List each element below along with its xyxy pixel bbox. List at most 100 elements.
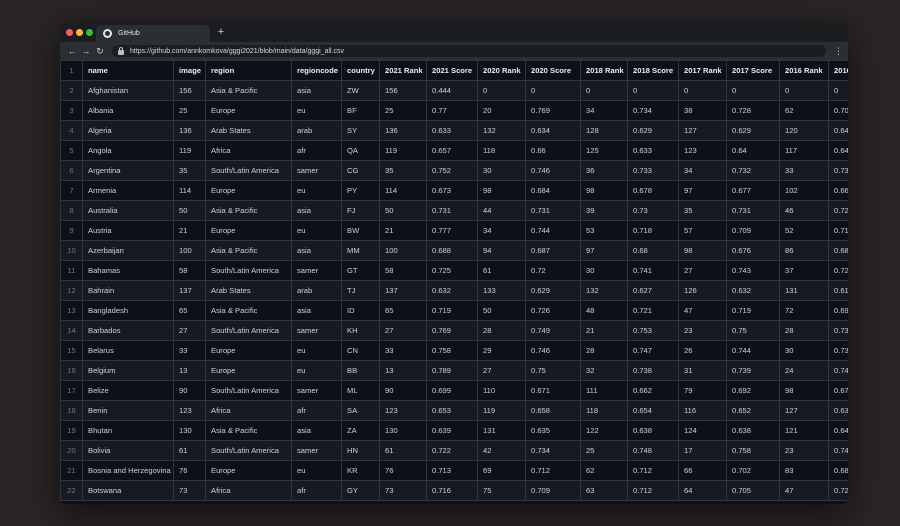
table-cell[interactable]: 25 xyxy=(379,100,427,121)
table-cell[interactable]: GT xyxy=(341,260,380,281)
column-header[interactable]: 2017 Score xyxy=(726,60,780,81)
table-cell[interactable]: 23 xyxy=(779,440,829,461)
row-number[interactable]: 2 xyxy=(60,80,83,101)
new-tab-button[interactable]: + xyxy=(217,26,225,38)
table-cell[interactable]: 123 xyxy=(678,140,727,161)
table-cell[interactable]: South/Latin America xyxy=(205,260,292,281)
table-cell[interactable]: Asia & Pacific xyxy=(205,80,292,101)
table-cell[interactable]: 0.64 xyxy=(726,140,780,161)
table-cell[interactable]: 0.734 xyxy=(525,440,581,461)
table-cell[interactable]: 118 xyxy=(580,400,628,421)
table-cell[interactable]: 83 xyxy=(779,460,829,481)
table-cell[interactable]: Bosnia and Herzegovina xyxy=(82,460,174,481)
table-cell[interactable]: 114 xyxy=(173,180,206,201)
table-cell[interactable]: 98 xyxy=(477,180,526,201)
table-cell[interactable]: 0.662 xyxy=(627,380,679,401)
table-cell[interactable]: 0.629 xyxy=(726,120,780,141)
table-cell[interactable]: Argentina xyxy=(82,160,174,181)
table-cell[interactable]: Europe xyxy=(205,360,292,381)
table-cell[interactable]: 0.685 xyxy=(828,460,848,481)
csv-table-viewer[interactable]: 1 name image region regioncode country 2… xyxy=(60,60,848,504)
table-cell[interactable]: 50 xyxy=(379,200,427,221)
table-cell[interactable]: 39 xyxy=(580,200,628,221)
table-cell[interactable]: 0.73 xyxy=(627,200,679,221)
table-cell[interactable]: 44 xyxy=(477,200,526,221)
table-cell[interactable]: 0.747 xyxy=(627,340,679,361)
table-cell[interactable]: samer xyxy=(291,440,342,461)
table-cell[interactable]: Algeria xyxy=(82,120,174,141)
table-cell[interactable]: 0.642 xyxy=(828,120,848,141)
table-cell[interactable]: eu xyxy=(291,360,342,381)
table-cell[interactable]: 116 xyxy=(678,400,727,421)
row-number[interactable]: 18 xyxy=(60,400,83,421)
row-number[interactable]: 11 xyxy=(60,260,83,281)
table-cell[interactable]: 0.702 xyxy=(726,460,780,481)
table-cell[interactable]: 0.789 xyxy=(426,360,478,381)
table-cell[interactable]: 0.712 xyxy=(525,460,581,481)
table-cell[interactable]: ID xyxy=(341,300,380,321)
column-header[interactable]: 2016 Sc xyxy=(828,60,848,81)
table-cell[interactable]: 0.716 xyxy=(828,220,848,241)
row-number[interactable]: 13 xyxy=(60,300,83,321)
table-cell[interactable]: 0.769 xyxy=(525,100,581,121)
table-cell[interactable]: 0.643 xyxy=(828,140,848,161)
table-cell[interactable]: SY xyxy=(341,120,380,141)
table-cell[interactable]: ZW xyxy=(341,80,380,101)
table-cell[interactable]: TJ xyxy=(341,280,380,301)
table-cell[interactable]: 0.744 xyxy=(525,220,581,241)
column-header[interactable]: 2020 Score xyxy=(525,60,581,81)
table-cell[interactable]: 0.721 xyxy=(828,200,848,221)
table-cell[interactable]: 136 xyxy=(173,120,206,141)
column-header[interactable]: 2017 Rank xyxy=(678,60,727,81)
table-cell[interactable]: eu xyxy=(291,220,342,241)
column-header[interactable]: image xyxy=(173,60,206,81)
table-cell[interactable]: 0.741 xyxy=(627,260,679,281)
table-cell[interactable]: 0.729 xyxy=(828,260,848,281)
table-cell[interactable]: ZA xyxy=(341,420,380,441)
table-cell[interactable]: Bangladesh xyxy=(82,300,174,321)
table-cell[interactable]: South/Latin America xyxy=(205,380,292,401)
table-cell[interactable]: BF xyxy=(341,100,380,121)
table-cell[interactable]: 0.748 xyxy=(627,440,679,461)
table-cell[interactable]: 100 xyxy=(173,240,206,261)
table-cell[interactable]: 0.444 xyxy=(426,80,478,101)
table-cell[interactable]: Belize xyxy=(82,380,174,401)
table-cell[interactable]: Europe xyxy=(205,220,292,241)
table-cell[interactable]: 35 xyxy=(379,160,427,181)
table-cell[interactable]: 61 xyxy=(173,440,206,461)
table-cell[interactable]: 0.728 xyxy=(726,100,780,121)
table-cell[interactable]: 122 xyxy=(580,420,628,441)
table-cell[interactable]: 27 xyxy=(678,260,727,281)
table-cell[interactable]: 37 xyxy=(779,260,829,281)
table-cell[interactable]: 127 xyxy=(678,120,727,141)
table-cell[interactable]: 114 xyxy=(379,180,427,201)
table-cell[interactable]: 21 xyxy=(580,320,628,341)
table-cell[interactable]: 156 xyxy=(173,80,206,101)
table-cell[interactable]: 35 xyxy=(678,200,727,221)
table-cell[interactable]: samer xyxy=(291,380,342,401)
table-cell[interactable]: 0.673 xyxy=(426,180,478,201)
table-cell[interactable]: 21 xyxy=(379,220,427,241)
table-cell[interactable]: 27 xyxy=(173,320,206,341)
table-cell[interactable]: 137 xyxy=(173,280,206,301)
table-cell[interactable]: 0.769 xyxy=(426,320,478,341)
url-text[interactable]: https://github.com/annkomkova/gggi2021/b… xyxy=(130,47,345,55)
table-cell[interactable]: 36 xyxy=(580,160,628,181)
table-cell[interactable]: 73 xyxy=(379,480,427,501)
table-cell[interactable]: 27 xyxy=(477,360,526,381)
table-cell[interactable]: 94 xyxy=(477,240,526,261)
table-cell[interactable]: 0.749 xyxy=(525,320,581,341)
table-cell[interactable]: 0.752 xyxy=(426,160,478,181)
table-cell[interactable]: 132 xyxy=(580,280,628,301)
row-number[interactable]: 19 xyxy=(60,420,83,441)
table-cell[interactable]: Armenia xyxy=(82,180,174,201)
table-cell[interactable]: 0.657 xyxy=(426,140,478,161)
table-cell[interactable]: 0.632 xyxy=(426,280,478,301)
table-cell[interactable]: asia xyxy=(291,300,342,321)
table-cell[interactable]: 46 xyxy=(779,200,829,221)
table-cell[interactable]: samer xyxy=(291,320,342,341)
table-cell[interactable]: 0.735 xyxy=(828,160,848,181)
table-cell[interactable]: 119 xyxy=(379,140,427,161)
table-cell[interactable]: 0.639 xyxy=(426,420,478,441)
row-number[interactable]: 9 xyxy=(60,220,83,241)
